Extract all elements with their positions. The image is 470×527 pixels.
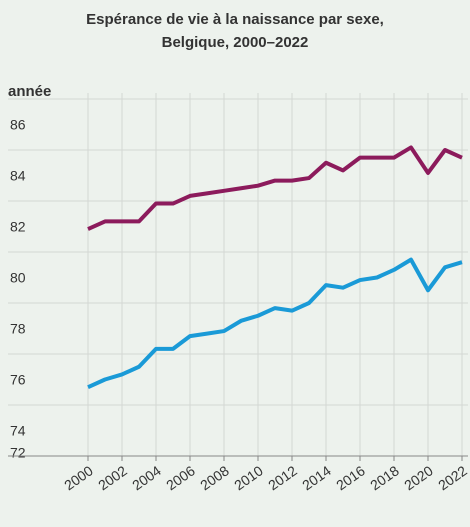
series-line — [87, 145, 463, 231]
y-axis-label: année — [8, 83, 51, 100]
x-tick-label: 2000 — [61, 462, 96, 493]
y-tick-label: 74 — [10, 423, 26, 439]
series-line — [87, 257, 463, 389]
x-tick-label: 2022 — [435, 462, 470, 493]
x-tick-label: 2008 — [197, 462, 232, 493]
y-tick-label: 82 — [10, 219, 26, 235]
x-tick-label: 2016 — [333, 462, 368, 493]
y-tick-label: 80 — [10, 270, 26, 286]
x-tick-label: 2020 — [401, 462, 436, 493]
x-tick-label: 2018 — [367, 462, 402, 493]
x-tick-label: 2010 — [231, 462, 266, 493]
y-tick-label: 72 — [10, 445, 26, 461]
y-tick-label: 76 — [10, 372, 26, 388]
y-tick-label: 78 — [10, 321, 26, 337]
y-tick-label: 86 — [10, 117, 26, 133]
x-tick-label: 2006 — [163, 462, 198, 493]
x-tick-label: 2012 — [265, 462, 300, 493]
x-tick-label: 2014 — [299, 462, 334, 493]
chart-title: Espérance de vie à la naissance par sexe… — [86, 11, 384, 51]
x-tick-label: 2004 — [129, 462, 164, 493]
y-tick-label: 84 — [10, 168, 26, 184]
x-tick-label: 2002 — [95, 462, 130, 493]
